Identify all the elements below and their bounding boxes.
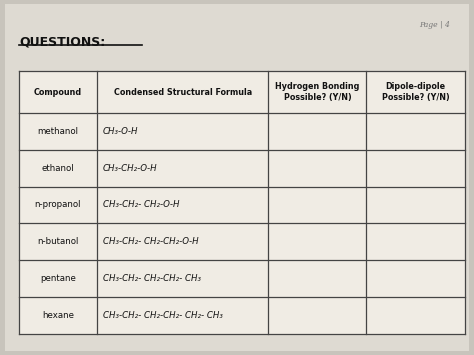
Bar	[19, 71, 465, 334]
Text: CH₃-O-H: CH₃-O-H	[102, 127, 138, 136]
Text: Condensed Structural Formula: Condensed Structural Formula	[114, 88, 252, 97]
Text: Page | 4: Page | 4	[419, 21, 450, 29]
Text: n-butanol: n-butanol	[37, 237, 79, 246]
Text: ethanol: ethanol	[42, 164, 74, 173]
Text: Dipole-dipole
Possible? (Y/N): Dipole-dipole Possible? (Y/N)	[382, 82, 449, 102]
Text: Compound: Compound	[34, 88, 82, 97]
Text: n-propanol: n-propanol	[35, 201, 81, 209]
Text: methanol: methanol	[37, 127, 78, 136]
Text: CH₃-CH₂- CH₂-CH₂- CH₃: CH₃-CH₂- CH₂-CH₂- CH₃	[102, 274, 201, 283]
Text: Hydrogen Bonding
Possible? (Y/N): Hydrogen Bonding Possible? (Y/N)	[275, 82, 360, 102]
Text: QUESTIONS:: QUESTIONS:	[19, 36, 105, 49]
Text: CH₃-CH₂- CH₂-CH₂-O-H: CH₃-CH₂- CH₂-CH₂-O-H	[102, 237, 198, 246]
Text: CH₃-CH₂- CH₂-CH₂- CH₂- CH₃: CH₃-CH₂- CH₂-CH₂- CH₂- CH₃	[102, 311, 222, 320]
Text: pentane: pentane	[40, 274, 76, 283]
Text: CH₃-CH₂- CH₂-O-H: CH₃-CH₂- CH₂-O-H	[102, 201, 179, 209]
Text: CH₃-CH₂-O-H: CH₃-CH₂-O-H	[102, 164, 157, 173]
Text: hexane: hexane	[42, 311, 74, 320]
